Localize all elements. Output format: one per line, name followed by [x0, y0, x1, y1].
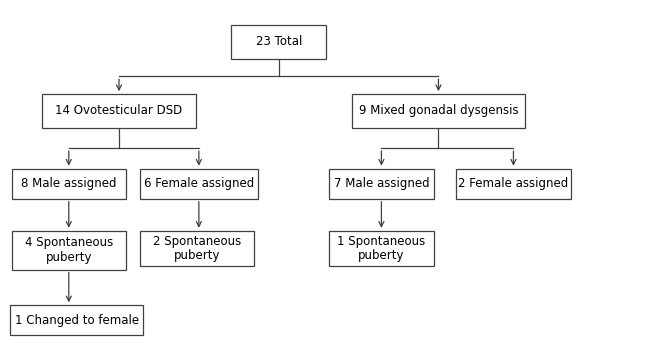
FancyBboxPatch shape — [329, 169, 434, 199]
Text: 2 Spontaneous
puberty: 2 Spontaneous puberty — [153, 235, 241, 262]
Text: 9 Mixed gonadal dysgensis: 9 Mixed gonadal dysgensis — [359, 104, 518, 118]
Text: 6 Female assigned: 6 Female assigned — [143, 177, 254, 190]
Text: 8 Male assigned: 8 Male assigned — [21, 177, 117, 190]
FancyBboxPatch shape — [329, 231, 434, 266]
FancyBboxPatch shape — [352, 94, 525, 128]
Text: 4 Spontaneous
puberty: 4 Spontaneous puberty — [25, 236, 113, 264]
Text: 7 Male assigned: 7 Male assigned — [334, 177, 429, 190]
FancyBboxPatch shape — [456, 169, 570, 199]
FancyBboxPatch shape — [140, 231, 254, 266]
FancyBboxPatch shape — [12, 231, 126, 270]
Text: 1 Spontaneous
puberty: 1 Spontaneous puberty — [337, 235, 426, 262]
FancyBboxPatch shape — [140, 169, 258, 199]
FancyBboxPatch shape — [10, 305, 143, 335]
Text: 23 Total: 23 Total — [256, 35, 302, 48]
Text: 14 Ovotesticular DSD: 14 Ovotesticular DSD — [55, 104, 183, 118]
FancyBboxPatch shape — [231, 25, 326, 59]
Text: 1 Changed to female: 1 Changed to female — [14, 314, 139, 327]
FancyBboxPatch shape — [12, 169, 126, 199]
Text: 2 Female assigned: 2 Female assigned — [458, 177, 569, 190]
FancyBboxPatch shape — [42, 94, 196, 128]
